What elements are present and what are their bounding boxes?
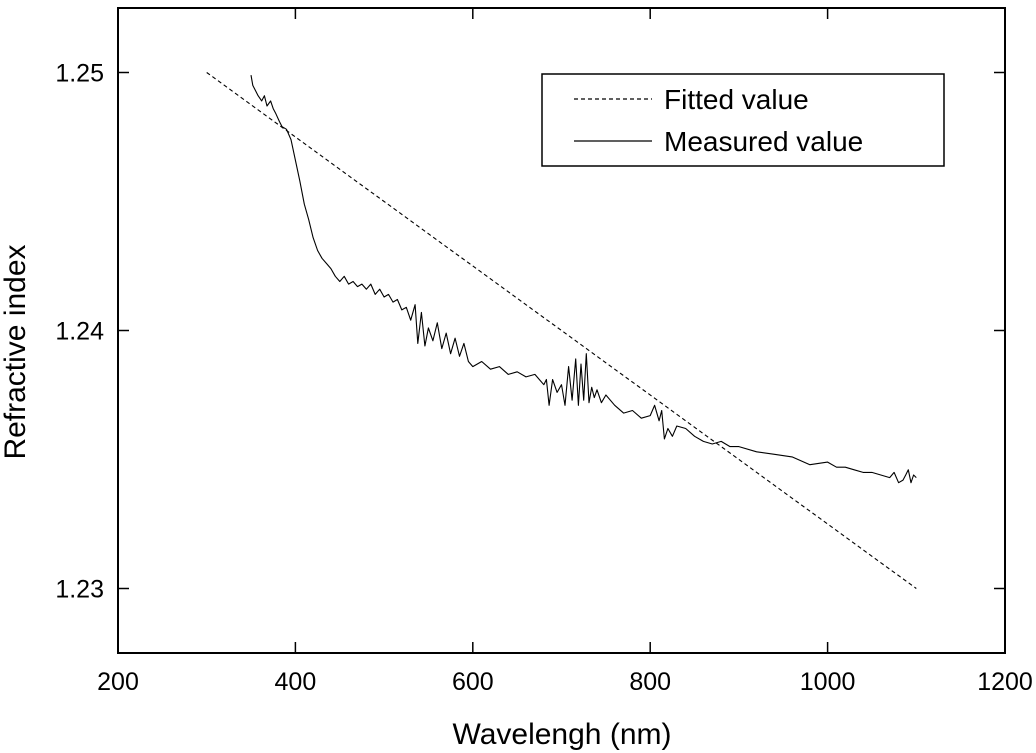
y-tick-label: 1.25	[55, 60, 104, 88]
legend-label-fitted: Fitted value	[664, 84, 809, 115]
x-tick-label: 400	[275, 668, 317, 696]
x-axis-title: Wavelengh (nm)	[453, 718, 672, 751]
series-layer	[206, 72, 917, 589]
legend-label-measured: Measured value	[664, 126, 863, 157]
axis-ticks	[117, 8, 1006, 653]
x-tick-label: 1000	[800, 668, 856, 696]
measured-value-line	[250, 75, 917, 484]
legend-box	[541, 73, 945, 167]
y-tick-label: 1.24	[55, 318, 104, 346]
fitted-value-line	[206, 72, 917, 589]
x-tick-label: 200	[97, 668, 139, 696]
axis-tick-labels: 200 400 600 800 1000 1200 1.23 1.24 1.25	[55, 60, 1032, 697]
legend: Fitted value Measured value	[541, 73, 945, 167]
x-tick-label: 800	[629, 668, 671, 696]
y-tick-label: 1.23	[55, 576, 104, 604]
x-tick-label: 600	[452, 668, 494, 696]
x-tick-label: 1200	[977, 668, 1033, 696]
y-axis-title: Refractive index	[0, 244, 32, 459]
